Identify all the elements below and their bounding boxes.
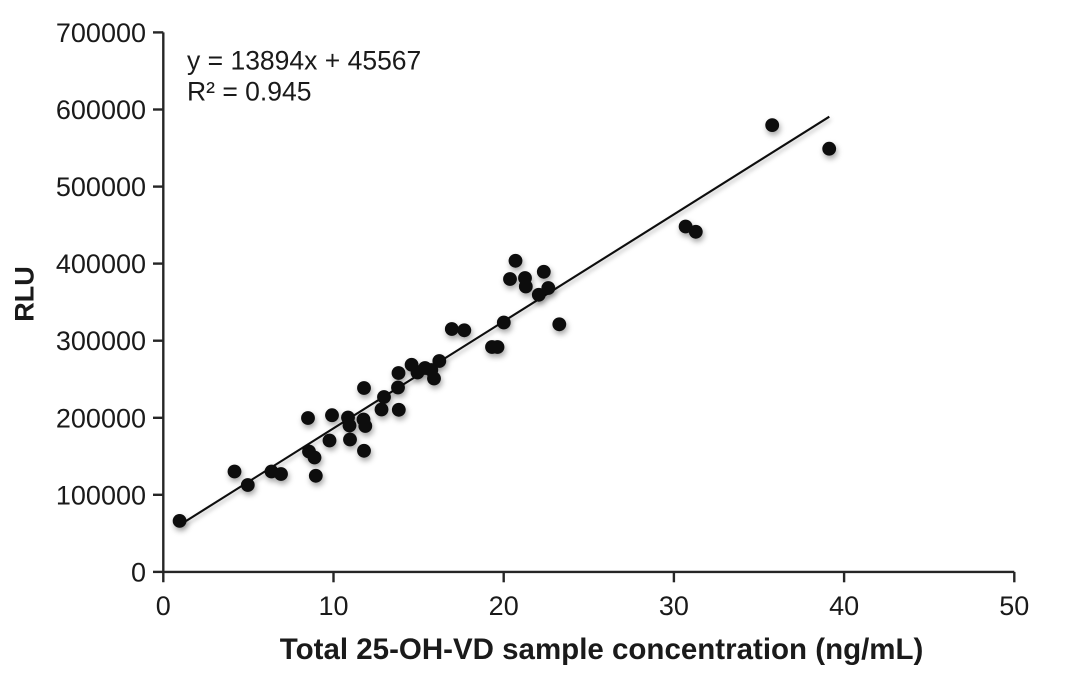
svg-text:0: 0 — [131, 557, 146, 587]
svg-text:600000: 600000 — [56, 95, 146, 125]
svg-text:RLU: RLU — [9, 266, 39, 322]
svg-text:y = 13894x + 45567: y = 13894x + 45567 — [187, 46, 421, 76]
svg-text:40: 40 — [829, 591, 859, 621]
svg-text:200000: 200000 — [56, 403, 146, 433]
svg-text:300000: 300000 — [56, 326, 146, 356]
svg-text:R² = 0.945: R² = 0.945 — [187, 77, 311, 107]
svg-text:400000: 400000 — [56, 249, 146, 279]
svg-text:20: 20 — [489, 591, 519, 621]
svg-text:100000: 100000 — [56, 480, 146, 510]
svg-text:30: 30 — [659, 591, 689, 621]
svg-text:700000: 700000 — [56, 18, 146, 48]
svg-text:0: 0 — [156, 591, 171, 621]
svg-text:500000: 500000 — [56, 172, 146, 202]
svg-text:10: 10 — [318, 591, 348, 621]
svg-text:50: 50 — [999, 591, 1029, 621]
svg-text:Total 25-OH-VD sample concentr: Total 25-OH-VD sample concentration (ng/… — [280, 633, 924, 666]
